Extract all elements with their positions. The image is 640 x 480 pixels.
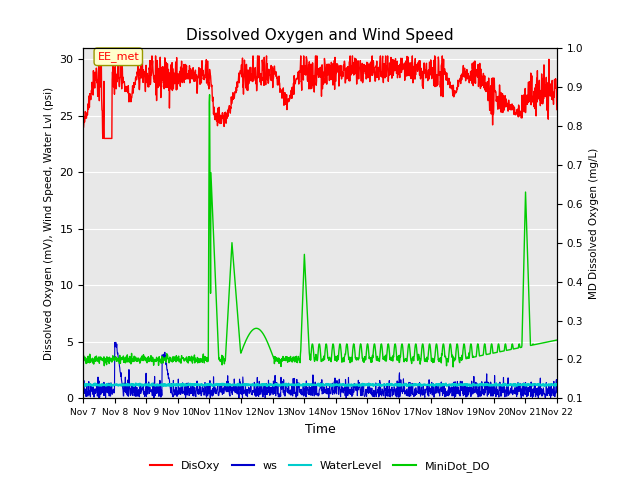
WaterLevel [168,383,176,389]
ws [112,339,120,345]
Legend: DisOxy, ws, WaterLevel, MiniDot_DO: DisOxy, ws, WaterLevel, MiniDot_DO [145,456,495,476]
DisOxy [174,71,182,76]
MiniDot_DO [449,364,457,370]
DisOxy [497,109,505,115]
DisOxy [238,64,246,70]
ws [238,391,246,397]
MiniDot_DO [497,348,505,354]
ws [455,391,463,397]
WaterLevel [455,382,463,387]
ws [173,389,181,395]
Text: EE_met: EE_met [97,51,139,62]
DisOxy [116,53,124,59]
WaterLevel [553,382,561,387]
Y-axis label: Dissolved Oxygen (mV), Wind Speed, Water Lvl (psi): Dissolved Oxygen (mV), Wind Speed, Water… [44,86,54,360]
MiniDot_DO [205,92,213,97]
WaterLevel [394,382,401,388]
MiniDot_DO [185,354,193,360]
WaterLevel [492,380,500,386]
DisOxy [186,72,193,78]
DisOxy [99,135,107,141]
ws [185,391,193,396]
MiniDot_DO [394,358,401,363]
WaterLevel [79,381,87,387]
Line: WaterLevel: WaterLevel [83,383,557,386]
MiniDot_DO [238,348,246,353]
Y-axis label: MD Dissolved Oxygen (mg/L): MD Dissolved Oxygen (mg/L) [589,147,598,299]
DisOxy [456,78,463,84]
X-axis label: Time: Time [305,423,335,436]
MiniDot_DO [79,355,87,361]
ws [79,390,87,396]
ws [497,393,505,399]
ws [534,396,542,401]
WaterLevel [173,382,181,387]
WaterLevel [185,382,193,387]
MiniDot_DO [553,337,561,343]
Line: MiniDot_DO: MiniDot_DO [83,95,557,367]
Title: Dissolved Oxygen and Wind Speed: Dissolved Oxygen and Wind Speed [186,28,454,43]
DisOxy [394,75,401,81]
ws [394,378,401,384]
ws [553,390,561,396]
WaterLevel [497,383,505,388]
WaterLevel [238,382,246,387]
MiniDot_DO [456,359,463,365]
DisOxy [553,107,561,112]
MiniDot_DO [173,355,181,361]
DisOxy [79,126,87,132]
Line: DisOxy: DisOxy [83,56,557,138]
Line: ws: ws [83,342,557,398]
